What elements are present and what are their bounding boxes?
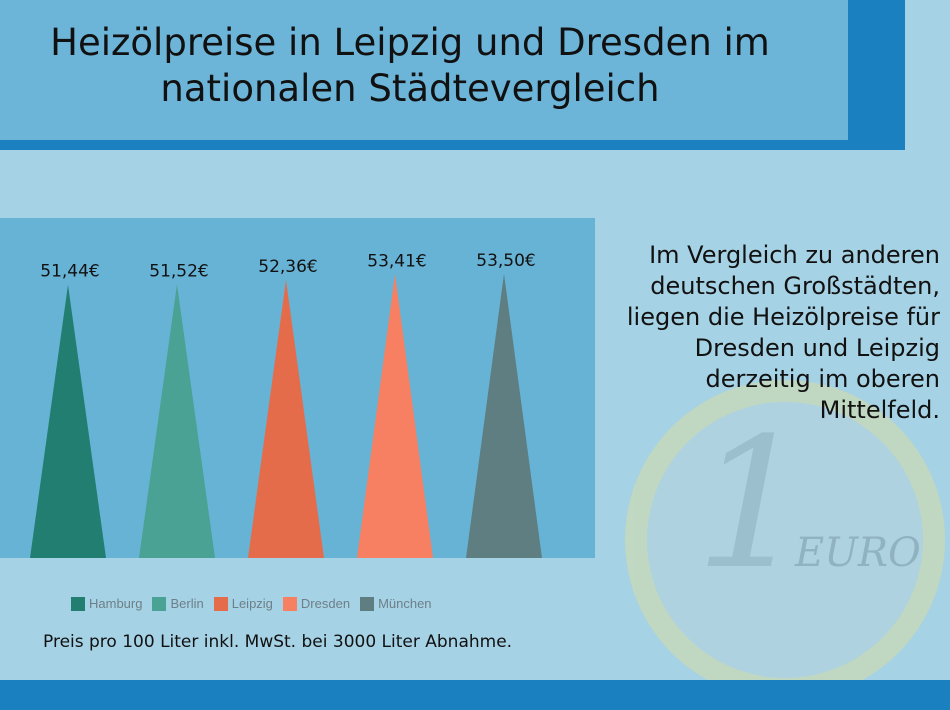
data-label: 51,44€ xyxy=(40,262,99,282)
legend-item: München xyxy=(360,596,432,611)
legend-swatch xyxy=(282,596,297,611)
data-label: 53,41€ xyxy=(367,251,426,271)
bar-berlin xyxy=(139,284,215,558)
legend-label: Hamburg xyxy=(89,596,143,611)
bar-hamburg xyxy=(30,284,106,558)
legend-label: Leipzig xyxy=(231,596,273,611)
legend-item: Leipzig xyxy=(213,596,273,611)
coin-text: EURO xyxy=(795,530,921,576)
legend-item: Berlin xyxy=(152,596,204,611)
legend-item: Hamburg xyxy=(71,596,142,611)
data-label: 53,50€ xyxy=(476,251,535,271)
legend-label: Berlin xyxy=(170,596,204,611)
coin-digit: 1 xyxy=(695,400,810,609)
page-title: Heizölpreise in Leipzig und Dresden im n… xyxy=(50,21,770,110)
legend-swatch xyxy=(213,596,228,611)
chart-note: Preis pro 100 Liter inkl. MwSt. bei 3000… xyxy=(43,632,513,652)
legend-label: München xyxy=(378,596,432,611)
legend-swatch xyxy=(71,596,85,611)
legend-swatch xyxy=(360,596,375,611)
footer-band xyxy=(0,680,950,710)
legend-item: Dresden xyxy=(282,596,351,611)
side-text: Im Vergleich zu anderen deutschen Großst… xyxy=(626,241,940,424)
bar-münchen xyxy=(466,273,542,558)
chart-legend: Hamburg Berlin Leipzig Dresden München xyxy=(71,596,432,611)
data-label: 52,36€ xyxy=(258,257,317,277)
bar-dresden xyxy=(357,274,433,558)
bar-leipzig xyxy=(248,279,324,558)
price-chart: 51,44€ 51,52€ 52,36€ 53,41€ 53,50€ xyxy=(30,251,542,558)
euro-coin-image: 1 EURO xyxy=(625,380,945,700)
legend-swatch xyxy=(152,596,167,611)
data-label: 51,52€ xyxy=(149,261,208,281)
header-box xyxy=(0,0,848,140)
legend-label: Dresden xyxy=(300,596,351,611)
coin-face xyxy=(647,402,923,678)
